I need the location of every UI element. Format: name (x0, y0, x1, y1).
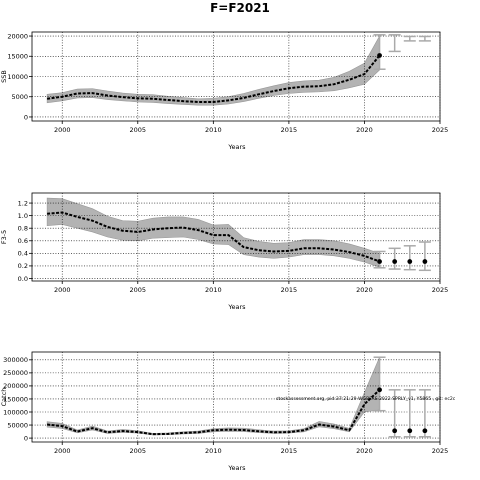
x-tick-label: 2010 (205, 126, 222, 134)
x-tick-label: 2020 (356, 447, 373, 455)
y-tick-label: 5000 (11, 93, 28, 101)
x-tick-label: 2000 (54, 447, 71, 455)
x-axis-label: Years (227, 143, 246, 151)
x-tick-label: 2000 (54, 286, 71, 294)
confidence-band (46, 34, 380, 106)
x-tick-label: 2005 (130, 447, 147, 455)
y-tick-label: 100000 (3, 408, 28, 416)
projection-point (407, 259, 413, 264)
y-tick-label: 0.8 (18, 225, 28, 233)
y-axis-label: SSB (0, 70, 8, 83)
y-tick-label: 0 (24, 434, 28, 442)
x-tick-label: 2025 (432, 126, 449, 134)
y-tick-label: 0.4 (18, 250, 28, 258)
figure-title: F=F2021 (210, 1, 270, 15)
x-tick-label: 2015 (281, 286, 298, 294)
x-axis-label: Years (227, 303, 246, 311)
x-tick-label: 2005 (130, 286, 147, 294)
x-tick-label: 2010 (205, 447, 222, 455)
chart-panel-3: 2000 2005 2010 2015 2020 2025 0 50000 100000 1500… (0, 351, 449, 472)
projection-point (422, 428, 428, 434)
x-tick-label: 2020 (356, 286, 373, 294)
projection-point (422, 259, 428, 264)
projection-point (392, 428, 398, 434)
chart-panel-1: 2000 2005 2010 2015 2020 2025 0 5000 10000 15000 2… (0, 31, 449, 151)
y-axis-label: Catch (0, 388, 8, 407)
estimate-line (47, 389, 381, 436)
projection-point (407, 428, 413, 434)
y-tick-label: 250000 (3, 369, 28, 377)
y-tick-label: 1.2 (18, 199, 28, 207)
x-tick-label: 2005 (130, 126, 147, 134)
y-tick-label: 200000 (3, 382, 28, 390)
estimate-line (47, 211, 380, 263)
y-tick-label: 20000 (7, 32, 28, 40)
plot-frame (31, 351, 441, 443)
y-tick-label: 150000 (3, 395, 28, 403)
projection-point (377, 387, 382, 393)
x-tick-label: 2000 (54, 126, 71, 134)
y-axis-label: F3-5 (0, 230, 8, 244)
provenance-note: stockassessment.org, pid:37:21:29 WGBFAS… (276, 396, 456, 402)
y-tick-label: 50000 (7, 421, 28, 429)
y-tick-label: 0.2 (18, 262, 28, 270)
y-tick-label: 1.0 (18, 212, 28, 220)
projection-point (377, 259, 382, 264)
y-tick-label: 300000 (3, 356, 28, 364)
x-tick-label: 2015 (281, 126, 298, 134)
x-axis-label: Years (227, 464, 246, 472)
x-tick-label: 2010 (205, 286, 222, 294)
y-tick-label: 10000 (7, 73, 28, 81)
plot-frame (31, 192, 441, 282)
projection-point (377, 53, 382, 58)
y-tick-label: 0.6 (18, 237, 28, 245)
y-tick-label: 15000 (7, 53, 28, 61)
x-tick-label: 2015 (281, 447, 298, 455)
y-tick-label: 0 (24, 113, 28, 121)
projection-point (392, 259, 398, 264)
panels: 2000 2005 2010 2015 2020 2025 0 5000 10000 15000 2… (0, 31, 449, 472)
estimate-line (46, 54, 381, 103)
x-tick-label: 2025 (432, 286, 449, 294)
x-tick-label: 2020 (356, 126, 373, 134)
x-tick-label: 2025 (432, 447, 449, 455)
chart-panel-2: 2000 2005 2010 2015 2020 2025 0.0 0.2 0.4 0.6 0.8 1… (0, 192, 449, 311)
y-tick-label: 0.0 (18, 275, 28, 283)
